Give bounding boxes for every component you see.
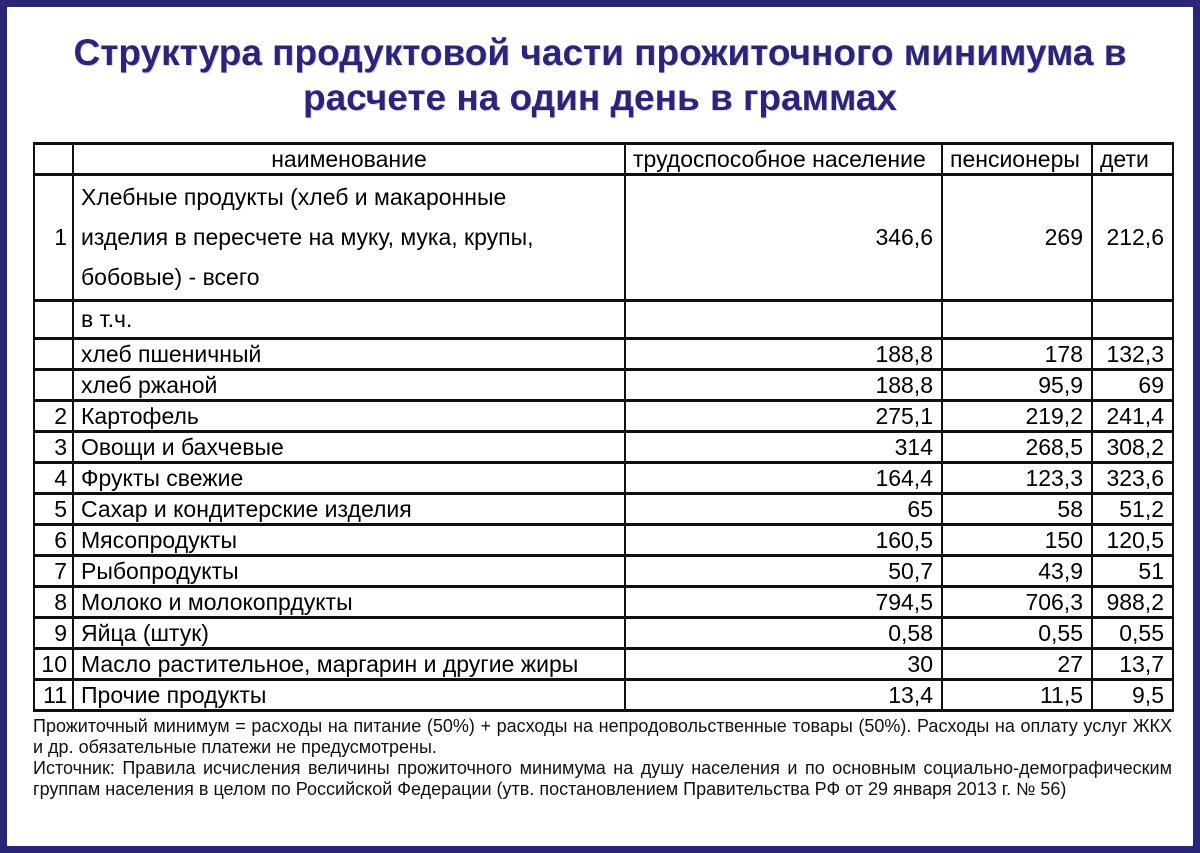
table-row: 1 Хлебные продукты (хлеб и макаронные из… [33, 173, 1174, 303]
row-number-cell: 1 [33, 173, 74, 303]
product-name-cell: хлеб пшеничный [72, 337, 626, 372]
product-name-cell: хлеб ржаной [72, 368, 626, 403]
workers-value-cell: 275,1 [624, 399, 943, 434]
table-row: в т.ч. [33, 299, 1174, 341]
table-header-row: наименование трудоспособное население пе… [33, 142, 1174, 177]
product-name-cell: Яйца (штук) [72, 616, 626, 651]
pensioners-value-cell: 95,9 [941, 368, 1093, 403]
table-row: 2 Картофель 275,1 219,2 241,4 [33, 399, 1174, 434]
footnotes: Прожиточный минимум = расходы на питание… [33, 716, 1172, 800]
product-name-cell: в т.ч. [72, 299, 626, 341]
table-row: 10 Масло растительное, маргарин и другие… [33, 647, 1174, 682]
pensioners-value-cell: 58 [941, 492, 1093, 527]
workers-value-cell: 0,58 [624, 616, 943, 651]
pensioners-value-cell: 269 [941, 173, 1093, 303]
product-name-cell: Сахар и кондитерские изделия [72, 492, 626, 527]
header-row-number [33, 142, 74, 177]
workers-value-cell: 164,4 [624, 461, 943, 496]
row-number-cell: 7 [33, 554, 74, 589]
pensioners-value-cell: 0,55 [941, 616, 1093, 651]
children-value-cell: 308,2 [1091, 430, 1174, 465]
header-workers: трудоспособное население [624, 142, 943, 177]
product-name-cell: Масло растительное, маргарин и другие жи… [72, 647, 626, 682]
table-row: 7 Рыбопродукты 50,7 43,9 51 [33, 554, 1174, 589]
row-number-cell [33, 299, 74, 341]
table-row: 4 Фрукты свежие 164,4 123,3 323,6 [33, 461, 1174, 496]
table-row: хлеб ржаной 188,8 95,9 69 [33, 368, 1174, 403]
table-row: 8 Молоко и молокопрдукты 794,5 706,3 988… [33, 585, 1174, 620]
children-value-cell: 212,6 [1091, 173, 1174, 303]
product-name-cell: Прочие продукты [72, 678, 626, 713]
children-value-cell: 132,3 [1091, 337, 1174, 372]
row-number-cell: 2 [33, 399, 74, 434]
footnote-definition: Прожиточный минимум = расходы на питание… [33, 716, 1172, 758]
page-title: Структура продуктовой части прожиточного… [73, 32, 1127, 119]
workers-value-cell: 65 [624, 492, 943, 527]
table-row: 3 Овощи и бахчевые 314 268,5 308,2 [33, 430, 1174, 465]
product-name-cell: Рыбопродукты [72, 554, 626, 589]
pensioners-value-cell: 706,3 [941, 585, 1093, 620]
children-value-cell: 988,2 [1091, 585, 1174, 620]
row-number-cell [33, 337, 74, 372]
children-value-cell: 9,5 [1091, 678, 1174, 713]
workers-value-cell: 160,5 [624, 523, 943, 558]
subsistence-minimum-table: наименование трудоспособное население пе… [33, 142, 1174, 713]
table-row: хлеб пшеничный 188,8 178 132,3 [33, 337, 1174, 372]
header-children: дети [1091, 142, 1174, 177]
header-name: наименование [72, 142, 626, 177]
row-number-cell: 4 [33, 461, 74, 496]
children-value-cell [1091, 299, 1174, 341]
pensioners-value-cell: 43,9 [941, 554, 1093, 589]
row-number-cell [33, 368, 74, 403]
pensioners-value-cell: 11,5 [941, 678, 1093, 713]
pensioners-value-cell: 150 [941, 523, 1093, 558]
product-name-cell: Картофель [72, 399, 626, 434]
header-pensioners: пенсионеры [941, 142, 1093, 177]
product-name-cell: Хлебные продукты (хлеб и макаронные изде… [72, 173, 626, 303]
pensioners-value-cell: 178 [941, 337, 1093, 372]
pensioners-value-cell: 123,3 [941, 461, 1093, 496]
row-number-cell: 11 [33, 678, 74, 713]
workers-value-cell: 50,7 [624, 554, 943, 589]
children-value-cell: 51,2 [1091, 492, 1174, 527]
workers-value-cell [624, 299, 943, 341]
pensioners-value-cell: 219,2 [941, 399, 1093, 434]
table-body: 1 Хлебные продукты (хлеб и макаронные из… [33, 173, 1174, 713]
row-number-cell: 8 [33, 585, 74, 620]
children-value-cell: 241,4 [1091, 399, 1174, 434]
children-value-cell: 69 [1091, 368, 1174, 403]
children-value-cell: 0,55 [1091, 616, 1174, 651]
product-name-cell: Овощи и бахчевые [72, 430, 626, 465]
row-number-cell: 3 [33, 430, 74, 465]
pensioners-value-cell: 268,5 [941, 430, 1093, 465]
row-number-cell: 10 [33, 647, 74, 682]
children-value-cell: 13,7 [1091, 647, 1174, 682]
workers-value-cell: 13,4 [624, 678, 943, 713]
product-name-cell: Молоко и молокопрдукты [72, 585, 626, 620]
table-row: 11 Прочие продукты 13,4 11,5 9,5 [33, 678, 1174, 713]
table-row: 9 Яйца (штук) 0,58 0,55 0,55 [33, 616, 1174, 651]
workers-value-cell: 794,5 [624, 585, 943, 620]
workers-value-cell: 314 [624, 430, 943, 465]
children-value-cell: 323,6 [1091, 461, 1174, 496]
row-number-cell: 5 [33, 492, 74, 527]
workers-value-cell: 188,8 [624, 337, 943, 372]
children-value-cell: 120,5 [1091, 523, 1174, 558]
pensioners-value-cell: 27 [941, 647, 1093, 682]
row-number-cell: 9 [33, 616, 74, 651]
pensioners-value-cell [941, 299, 1093, 341]
row-number-cell: 6 [33, 523, 74, 558]
table-row: 5 Сахар и кондитерские изделия 65 58 51,… [33, 492, 1174, 527]
children-value-cell: 51 [1091, 554, 1174, 589]
content-area: наименование трудоспособное население пе… [7, 142, 1193, 800]
workers-value-cell: 346,6 [624, 173, 943, 303]
footnote-source: Источник: Правила исчисления величины пр… [33, 758, 1172, 799]
table-row: 6 Мясопродукты 160,5 150 120,5 [33, 523, 1174, 558]
workers-value-cell: 30 [624, 647, 943, 682]
product-name-cell: Мясопродукты [72, 523, 626, 558]
product-name-cell: Фрукты свежие [72, 461, 626, 496]
workers-value-cell: 188,8 [624, 368, 943, 403]
